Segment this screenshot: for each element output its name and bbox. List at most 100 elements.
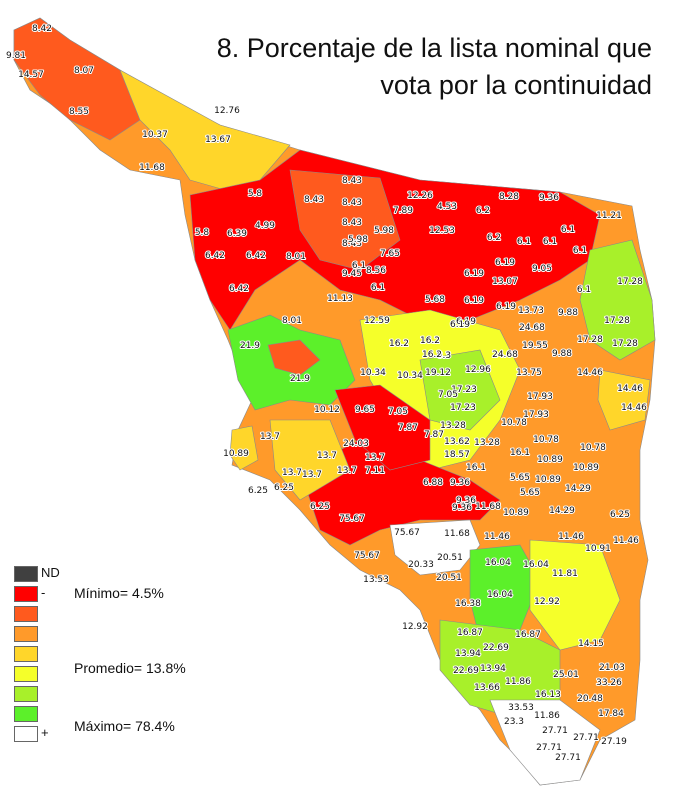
region-value-label: 20.33 xyxy=(408,560,434,570)
region-value-label: 6.39 xyxy=(227,229,247,239)
region-value-label: 13.73 xyxy=(518,306,544,316)
region-value-label: 27.19 xyxy=(601,737,627,747)
region-value-label: 9.88 xyxy=(558,308,578,318)
region-value-label: 8.43 xyxy=(342,239,362,249)
region-value-label: 9.45 xyxy=(342,269,362,279)
region-value-label: 9.65 xyxy=(355,405,375,415)
region-value-label: 8.28 xyxy=(499,192,519,202)
region-value-label: 10.89 xyxy=(537,455,563,465)
value-labels: 8.42 9.81 14.57 8.07 8.55 10.37 12.76 13.67 11.6… xyxy=(5,23,648,764)
region-value-label: 10.89 xyxy=(535,475,561,485)
zone-hermosillo-red xyxy=(334,384,431,471)
region-value-label: 17.28 xyxy=(612,339,638,349)
region-value-label: 12.59 xyxy=(364,316,390,326)
region-value-label: 13.67 xyxy=(205,135,231,145)
region-value-label: 5.8 xyxy=(195,228,210,238)
region-value-label: 7.87 xyxy=(398,423,418,433)
region-value-label: 6.19 xyxy=(495,258,515,268)
region-value-label: 8.55 xyxy=(69,107,89,117)
region-value-label: 16.13 xyxy=(535,690,561,700)
zone-coast-yellow xyxy=(269,419,351,501)
region-value-label: 8.01 xyxy=(282,316,302,326)
region-value-label: 5.65 xyxy=(510,473,530,483)
region-value-label: 17.28 xyxy=(577,335,603,345)
region-value-label: 6.25 xyxy=(248,486,268,496)
region-value-label: 10.37 xyxy=(142,130,168,140)
zone-south-yellow xyxy=(529,539,621,651)
region-value-label: 22.69 xyxy=(483,643,509,653)
region-value-label: 8.3 xyxy=(437,351,451,361)
region-value-label: 11.86 xyxy=(534,711,560,721)
region-value-label: 6.42 xyxy=(205,251,225,261)
region-value-label: 8.56 xyxy=(366,266,386,276)
region-value-label: 16.1 xyxy=(510,448,530,458)
region-value-label: 9.36 xyxy=(452,503,472,513)
region-value-label: 20.51 xyxy=(436,573,462,583)
region-value-label: 21.9 xyxy=(290,374,310,384)
region-value-label: 16.2 xyxy=(420,336,440,346)
region-value-label: 19.55 xyxy=(522,341,548,351)
region-value-label: 20.51 xyxy=(437,553,463,563)
region-value-label: 11.46 xyxy=(613,536,639,546)
region-value-label: 7.11 xyxy=(365,466,385,476)
region-value-label: 16.38 xyxy=(455,599,481,609)
region-value-label: 24.03 xyxy=(343,439,369,449)
region-value-label: 9.36 xyxy=(456,496,476,506)
region-value-label: 6.1 xyxy=(577,285,591,295)
region-value-label: 13.7 xyxy=(317,451,337,461)
region-value-label: 13.07 xyxy=(492,277,518,287)
region-value-label: 17.93 xyxy=(523,410,549,420)
region-value-label: 6.1 xyxy=(517,237,531,247)
region-value-label: 23.3 xyxy=(504,717,524,727)
region-value-label: 8.43 xyxy=(342,176,362,186)
region-value-label: 14.29 xyxy=(565,484,591,494)
region-value-label: 8.07 xyxy=(74,66,94,76)
region-value-label: 75.67 xyxy=(394,528,420,538)
region-value-label: 13.28 xyxy=(440,421,466,431)
region-value-label: 8.42 xyxy=(32,24,52,34)
region-value-label: 18.57 xyxy=(444,450,470,460)
region-value-label: 14.15 xyxy=(578,639,604,649)
region-value-label: 13.53 xyxy=(363,575,389,585)
region-value-label: 13.75 xyxy=(516,368,542,378)
region-value-label: 6.1 xyxy=(371,283,385,293)
region-value-label: 13.66 xyxy=(474,683,500,693)
region-value-label: 6.42 xyxy=(246,251,266,261)
region-value-label: 17.23 xyxy=(450,403,476,413)
region-value-label: 6.2 xyxy=(476,206,490,216)
region-value-label: 10.91 xyxy=(585,544,611,554)
legend-promedio: Promedio= 13.8% xyxy=(74,660,186,676)
region-value-label: 75.67 xyxy=(339,514,365,524)
region-value-label: 27.71 xyxy=(555,753,581,763)
region-value-label: 11.81 xyxy=(552,569,578,579)
zone-north-orange-red xyxy=(289,169,401,271)
region-value-label: 12.96 xyxy=(465,365,491,375)
region-value-label: 6.19 xyxy=(456,317,476,327)
region-value-label: 9.36 xyxy=(539,193,559,203)
region-value-label: 14.46 xyxy=(577,368,603,378)
region-value-label: 9.36 xyxy=(450,478,470,488)
region-value-label: 13.94 xyxy=(480,664,506,674)
region-value-label: 9.81 xyxy=(6,51,26,61)
region-value-label: 17.84 xyxy=(598,709,624,719)
legend-swatch-3 xyxy=(14,626,38,642)
region-value-label: 16.2 xyxy=(389,339,409,349)
region-value-label: 16.1 xyxy=(466,463,486,473)
region-value-label: 10.34 xyxy=(397,371,423,381)
region-value-label: 5.68 xyxy=(425,295,445,305)
zone-cajeme-white xyxy=(389,519,481,576)
region-value-label: 6.25 xyxy=(274,483,294,493)
region-value-label: 13.62 xyxy=(444,437,470,447)
region-value-label: 11.13 xyxy=(327,294,353,304)
zone-tiburon-island xyxy=(229,425,259,471)
region-value-label: 14.29 xyxy=(549,506,575,516)
region-value-label: 6.42 xyxy=(229,284,249,294)
zone-east-green xyxy=(579,239,656,361)
region-value-label: 16.2 xyxy=(422,350,442,360)
region-value-label: 5.98 xyxy=(348,235,368,245)
legend-swatch-6 xyxy=(14,686,38,702)
zone-east-yellow xyxy=(597,369,651,431)
region-value-label: 14.46 xyxy=(617,384,643,394)
region-value-label: 20.48 xyxy=(577,694,603,704)
legend: ND - Mínimo= 4.5% Promedio= 13.8% + Máxi… xyxy=(14,565,274,756)
